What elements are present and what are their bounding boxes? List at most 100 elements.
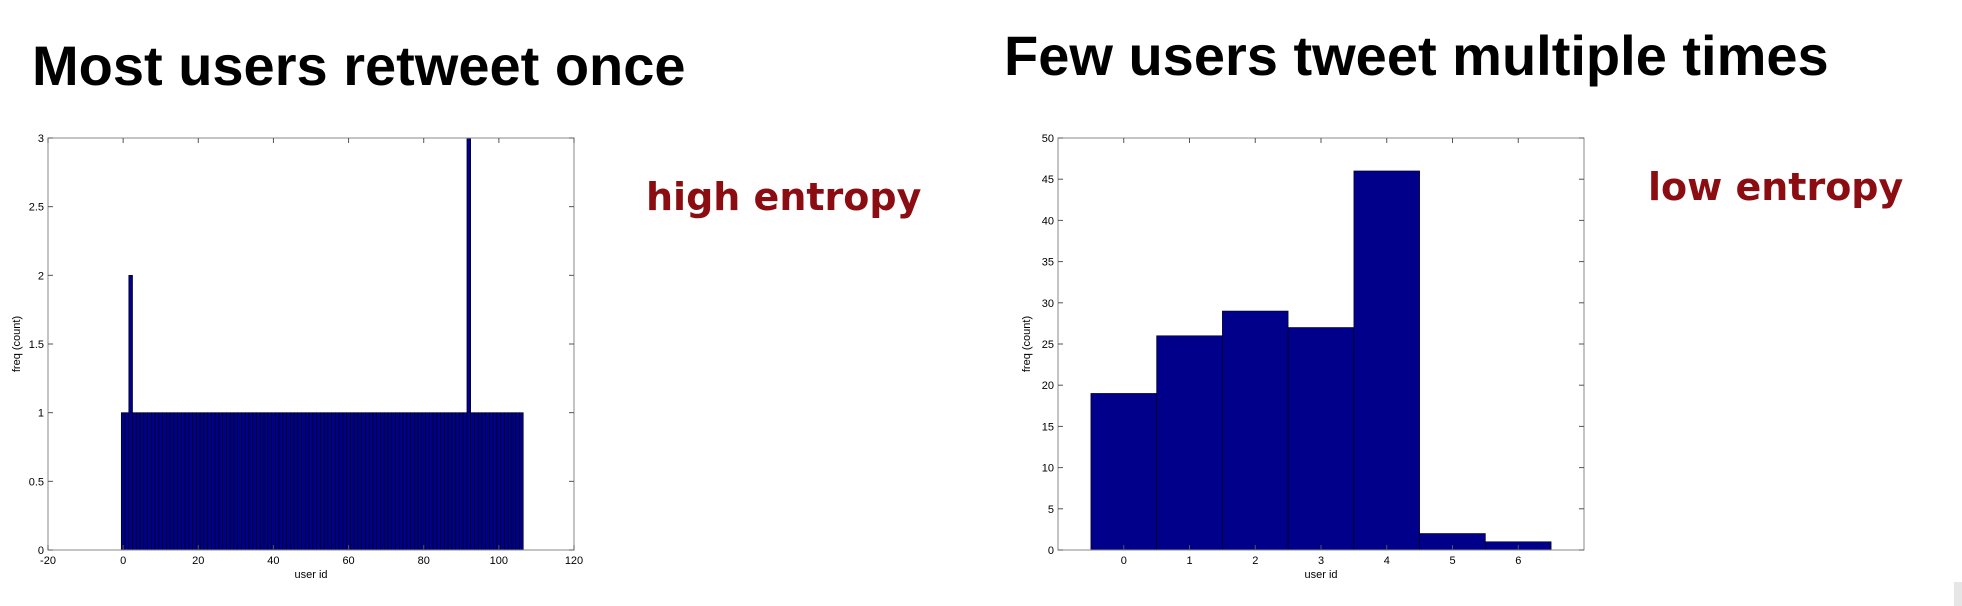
histogram-bar — [293, 412, 299, 551]
y-axis: 0 5 10 15 20 25 30 35 40 45 50 — [1042, 133, 1584, 557]
histogram-bar — [177, 412, 182, 551]
histogram-bar — [135, 412, 141, 551]
histogram-bar — [447, 412, 453, 551]
y-tick-label: 25 — [1042, 339, 1054, 351]
histogram-bar — [519, 412, 524, 551]
histogram-bar — [301, 412, 306, 551]
x-axis-label: user id — [1304, 569, 1337, 581]
histogram-bar — [477, 412, 483, 551]
histogram-bar — [485, 412, 490, 551]
histogram-bar — [380, 412, 385, 551]
y-tick-label: 0 — [38, 545, 44, 557]
x-tick-label: 1 — [1186, 555, 1192, 567]
histogram-bar — [181, 412, 186, 551]
histogram-bar — [124, 412, 130, 551]
histogram-bar — [372, 412, 378, 551]
histogram-bar — [166, 412, 171, 551]
y-tick-label: 5 — [1048, 504, 1054, 516]
y-tick-label: 40 — [1042, 215, 1054, 227]
histogram-bar — [312, 412, 317, 551]
y-tick-label: 1 — [38, 408, 44, 420]
histogram-bar — [192, 412, 197, 551]
histogram-bar — [327, 412, 332, 551]
histogram-bar — [248, 412, 254, 551]
histogram-bar — [489, 412, 494, 551]
histogram-bar — [410, 412, 415, 551]
x-tick-label: 100 — [490, 555, 508, 567]
histogram-bar — [504, 412, 509, 551]
x-tick-label: 80 — [418, 555, 430, 567]
histogram-bar — [383, 412, 389, 551]
histogram-bar — [1090, 393, 1157, 551]
y-tick-label: 45 — [1042, 174, 1054, 186]
histogram-bar — [459, 412, 464, 551]
histogram-bar — [211, 412, 216, 551]
histogram-bar — [196, 412, 201, 551]
histogram-bar — [275, 412, 280, 551]
histogram-bar — [297, 412, 302, 551]
histogram-bar — [395, 412, 400, 551]
histogram-bar — [218, 412, 224, 551]
histogram-bar — [436, 412, 441, 551]
histogram-bar — [286, 412, 291, 551]
histogram-bar — [154, 412, 160, 551]
y-tick-label: 2.5 — [29, 202, 44, 214]
y-tick-label: 0 — [1048, 545, 1054, 557]
histogram-bar — [350, 412, 355, 551]
histogram-bar — [357, 412, 363, 551]
histogram-bar — [425, 412, 430, 551]
histogram-bar — [139, 412, 145, 551]
y-tick-label: 0.5 — [29, 476, 44, 488]
histogram-bar — [335, 412, 340, 551]
x-tick-label: 3 — [1318, 555, 1324, 567]
histogram-bar — [481, 412, 487, 551]
histogram-bar — [331, 412, 336, 551]
histogram-bar — [444, 412, 449, 551]
histogram-bar — [507, 412, 513, 551]
histogram-bar — [147, 412, 152, 551]
histogram-bar — [151, 412, 156, 551]
histogram-bar — [290, 412, 295, 551]
x-tick-label: 0 — [120, 555, 126, 567]
histogram-bar — [128, 275, 133, 551]
histogram-bar — [1353, 170, 1420, 551]
histogram-bar — [282, 412, 287, 551]
histogram-bar — [421, 412, 426, 551]
x-tick-label: -20 — [40, 555, 56, 567]
histogram-bar — [214, 412, 220, 551]
histogram-bar — [1156, 335, 1223, 551]
histogram-bar — [406, 412, 411, 551]
y-tick-label: 3 — [38, 133, 44, 145]
histogram-bar — [440, 412, 445, 551]
x-tick-label: 60 — [342, 555, 354, 567]
x-axis-label: user id — [294, 569, 327, 581]
histogram-bar — [263, 412, 269, 551]
histogram-bar — [316, 412, 321, 551]
histogram-bar — [365, 412, 370, 551]
histogram-bar — [278, 412, 284, 551]
histogram-bar — [391, 412, 396, 551]
histogram-bar — [244, 412, 250, 551]
histogram-bar — [308, 412, 314, 551]
histogram-bar — [462, 412, 468, 551]
x-tick-label: 4 — [1384, 555, 1390, 567]
left-chart-title: Most users retweet once — [32, 34, 686, 97]
histogram-bar — [432, 412, 438, 551]
bars — [1090, 170, 1552, 551]
y-tick-label: 50 — [1042, 133, 1054, 145]
histogram-bar — [229, 412, 235, 551]
histogram-bar — [398, 412, 404, 551]
histogram-bar — [320, 412, 325, 551]
y-tick-label: 1.5 — [29, 339, 44, 351]
histogram-bar — [376, 412, 381, 551]
histogram-bar — [143, 412, 148, 551]
histogram-bar — [323, 412, 329, 551]
histogram-bar — [173, 412, 178, 551]
x-tick-label: 5 — [1449, 555, 1455, 567]
histogram-bar — [346, 412, 351, 551]
histogram-bar — [492, 412, 498, 551]
histogram-bar — [241, 412, 246, 551]
corner-shadow — [1954, 582, 1962, 606]
histogram-bar — [515, 412, 520, 551]
